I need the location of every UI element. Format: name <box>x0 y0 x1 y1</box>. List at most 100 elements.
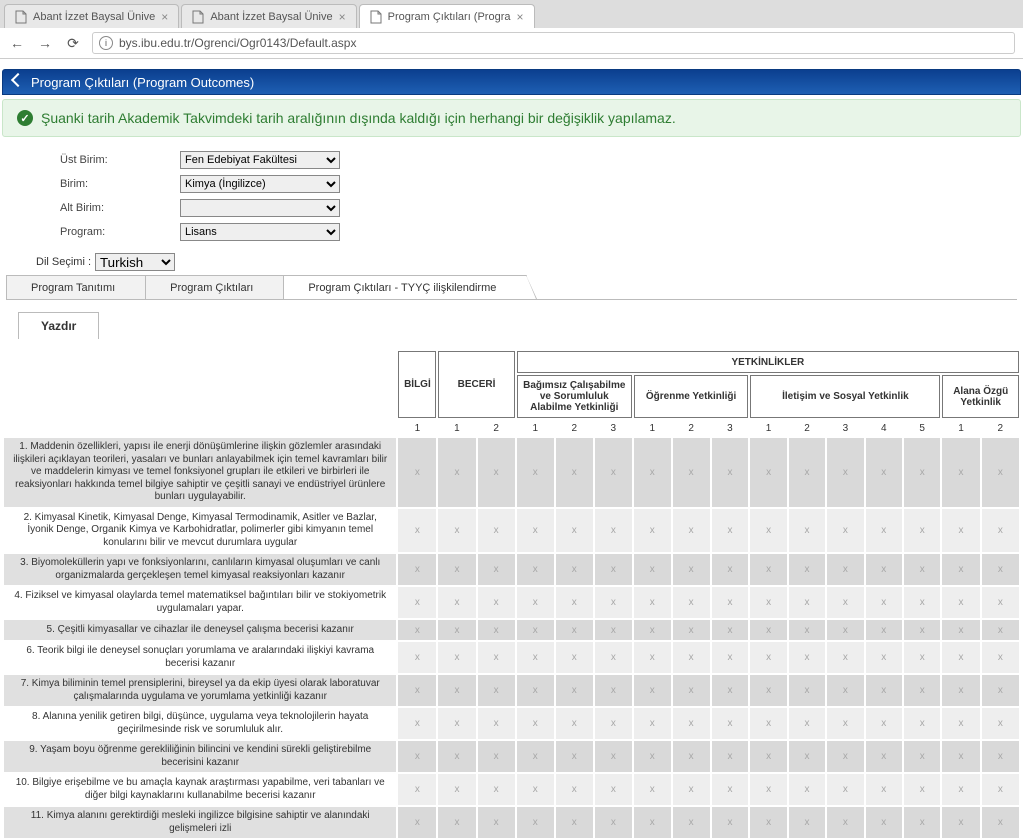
matrix-cell: x <box>712 554 749 585</box>
outcome-description: 2. Kimyasal Kinetik, Kimyasal Denge, Kim… <box>4 509 396 553</box>
matrix-cell: x <box>712 741 749 772</box>
matrix-cell: x <box>438 554 475 585</box>
matrix-cell: x <box>904 438 940 507</box>
program-select[interactable]: Lisans <box>180 223 340 241</box>
browser-tab[interactable]: Abant İzzet Baysal Ünive × <box>4 4 179 28</box>
matrix-cell: x <box>750 620 786 640</box>
tab-program-ciktilari[interactable]: Program Çıktıları <box>145 275 284 299</box>
page-title-bar: Program Çıktıları (Program Outcomes) <box>2 69 1021 95</box>
matrix-cell: x <box>595 741 632 772</box>
matrix-cell: x <box>750 708 786 739</box>
matrix-cell: x <box>712 438 749 507</box>
matrix-cell: x <box>673 554 710 585</box>
matrix-cell: x <box>478 675 515 706</box>
matrix-cell: x <box>866 438 902 507</box>
matrix-cell: x <box>556 587 593 618</box>
tab-title: Abant İzzet Baysal Ünive <box>33 11 155 23</box>
matrix-cell: x <box>398 675 436 706</box>
matrix-cell: x <box>517 807 554 838</box>
matrix-cell: x <box>982 708 1019 739</box>
matrix-cell: x <box>478 642 515 673</box>
back-button[interactable]: ← <box>8 34 26 52</box>
group-iletisim: İletişim ve Sosyal Yetkinlik <box>750 375 940 418</box>
matrix-cell: x <box>942 554 979 585</box>
matrix-cell: x <box>398 587 436 618</box>
matrix-cell: x <box>478 774 515 805</box>
matrix-cell: x <box>517 741 554 772</box>
matrix-cell: x <box>750 675 786 706</box>
matrix-cell: x <box>827 708 863 739</box>
alt-birim-label: Alt Birim: <box>60 202 180 214</box>
table-row: 2. Kimyasal Kinetik, Kimyasal Denge, Kim… <box>4 509 1019 553</box>
matrix-cell: x <box>942 807 979 838</box>
matrix-cell: x <box>904 554 940 585</box>
matrix-cell: x <box>398 774 436 805</box>
matrix-cell: x <box>673 642 710 673</box>
matrix-cell: x <box>750 807 786 838</box>
matrix-cell: x <box>942 741 979 772</box>
matrix-cell: x <box>595 509 632 553</box>
matrix-cell: x <box>478 438 515 507</box>
page-title: Program Çıktıları (Program Outcomes) <box>31 75 254 90</box>
browser-tab[interactable]: Program Çıktıları (Progra × <box>359 4 535 28</box>
tab-tyyc[interactable]: Program Çıktıları - TYYÇ ilişkilendirme <box>283 275 527 299</box>
matrix-cell: x <box>982 675 1019 706</box>
matrix-cell: x <box>866 554 902 585</box>
reload-button[interactable]: ⟳ <box>64 34 82 52</box>
matrix-cell: x <box>517 620 554 640</box>
matrix-cell: x <box>634 708 671 739</box>
matrix-cell: x <box>556 675 593 706</box>
alt-birim-select[interactable] <box>180 199 340 217</box>
col-yetkinlikler: YETKİNLİKLER <box>517 351 1019 373</box>
document-icon <box>192 10 204 24</box>
matrix-cell: x <box>866 642 902 673</box>
matrix-cell: x <box>866 509 902 553</box>
matrix-cell: x <box>556 741 593 772</box>
tab-program-tanitimi[interactable]: Program Tanıtımı <box>6 275 146 299</box>
matrix-cell: x <box>398 554 436 585</box>
matrix-cell: x <box>517 554 554 585</box>
close-icon[interactable]: × <box>517 10 524 24</box>
table-row: 6. Teorik bilgi ile deneysel sonuçları y… <box>4 642 1019 673</box>
matrix-cell: x <box>712 509 749 553</box>
birim-select[interactable]: Kimya (İngilizce) <box>180 175 340 193</box>
dil-select[interactable]: Turkish <box>95 253 175 271</box>
outcomes-matrix: BİLGİ BECERİ YETKİNLİKLER Bağımsız Çalış… <box>2 349 1021 840</box>
matrix-cell: x <box>556 807 593 838</box>
matrix-cell: x <box>595 620 632 640</box>
matrix-cell: x <box>904 741 940 772</box>
matrix-cell: x <box>942 774 979 805</box>
matrix-cell: x <box>827 438 863 507</box>
print-button[interactable]: Yazdır <box>18 312 99 339</box>
matrix-cell: x <box>595 587 632 618</box>
url-text: bys.ibu.edu.tr/Ogrenci/Ogr0143/Default.a… <box>119 36 356 50</box>
matrix-cell: x <box>982 774 1019 805</box>
close-icon[interactable]: × <box>161 10 168 24</box>
matrix-cell: x <box>750 741 786 772</box>
matrix-cell: x <box>982 509 1019 553</box>
group-alana: Alana Özgü Yetkinlik <box>942 375 1019 418</box>
matrix-cell: x <box>595 708 632 739</box>
matrix-cell: x <box>789 620 825 640</box>
matrix-cell: x <box>904 620 940 640</box>
ust-birim-select[interactable]: Fen Edebiyat Fakültesi <box>180 151 340 169</box>
site-info-icon[interactable]: i <box>99 36 113 50</box>
browser-tab[interactable]: Abant İzzet Baysal Ünive × <box>181 4 356 28</box>
matrix-cell: x <box>789 509 825 553</box>
table-row: 8. Alanına yenilik getiren bilgi, düşünc… <box>4 708 1019 739</box>
matrix-cell: x <box>517 509 554 553</box>
url-field[interactable]: i bys.ibu.edu.tr/Ogrenci/Ogr0143/Default… <box>92 32 1015 54</box>
matrix-cell: x <box>673 741 710 772</box>
matrix-cell: x <box>673 620 710 640</box>
forward-button[interactable]: → <box>36 34 54 52</box>
matrix-cell: x <box>827 642 863 673</box>
matrix-cell: x <box>982 554 1019 585</box>
matrix-cell: x <box>789 587 825 618</box>
matrix-cell: x <box>478 708 515 739</box>
close-icon[interactable]: × <box>339 10 346 24</box>
outcome-description: 9. Yaşam boyu öğrenme gerekliliğinin bil… <box>4 741 396 772</box>
matrix-cell: x <box>478 587 515 618</box>
matrix-cell: x <box>750 438 786 507</box>
matrix-cell: x <box>438 438 475 507</box>
info-banner: ✓ Şuanki tarih Akademik Takvimdeki tarih… <box>2 99 1021 137</box>
